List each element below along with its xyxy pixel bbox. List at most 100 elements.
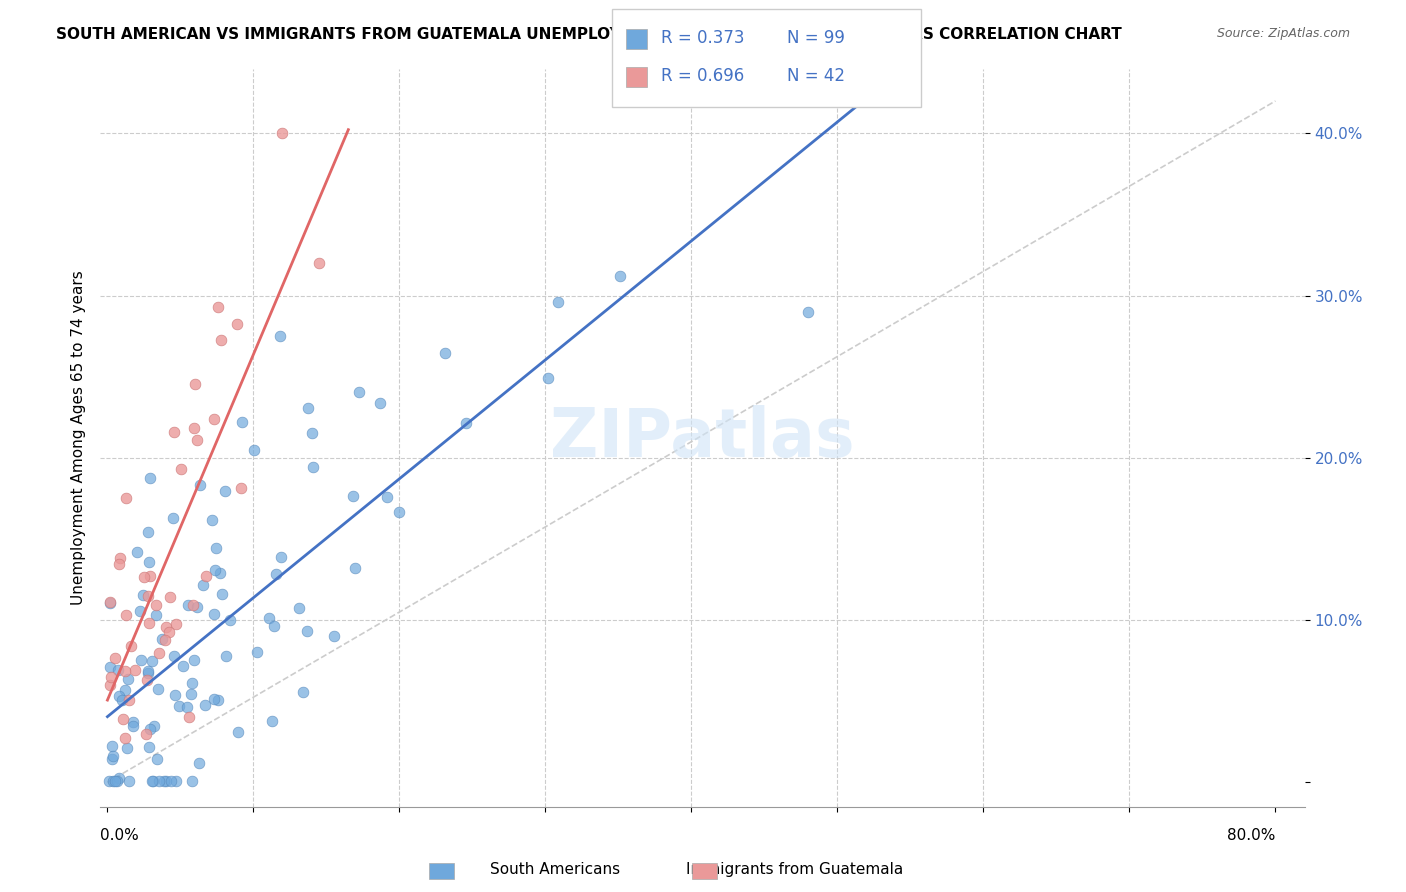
Point bbox=[191, 577, 214, 591]
Point bbox=[205, 541, 228, 556]
Text: South Americans: South Americans bbox=[491, 863, 620, 877]
Point bbox=[292, 685, 315, 699]
Point bbox=[142, 773, 165, 788]
Point bbox=[271, 127, 294, 141]
Point bbox=[155, 773, 177, 788]
Text: R = 0.373: R = 0.373 bbox=[661, 29, 744, 47]
Point bbox=[159, 590, 181, 604]
Point bbox=[153, 632, 176, 647]
Point bbox=[98, 660, 121, 674]
Point bbox=[219, 613, 242, 627]
Point bbox=[454, 416, 477, 430]
Point bbox=[186, 434, 208, 448]
Point bbox=[246, 645, 269, 659]
Point bbox=[114, 491, 136, 505]
Point bbox=[176, 699, 198, 714]
Point bbox=[108, 558, 131, 572]
Point bbox=[148, 646, 170, 660]
Point bbox=[263, 619, 285, 633]
Point bbox=[537, 371, 560, 385]
Point bbox=[260, 714, 283, 729]
Point bbox=[375, 490, 398, 504]
Point bbox=[180, 687, 202, 701]
Point bbox=[101, 739, 124, 753]
Point bbox=[172, 658, 194, 673]
Point bbox=[124, 663, 146, 677]
Point bbox=[138, 555, 160, 569]
Point bbox=[114, 731, 136, 746]
Point bbox=[136, 665, 159, 680]
Point bbox=[323, 629, 346, 643]
Point bbox=[214, 484, 236, 499]
Point bbox=[141, 654, 163, 668]
Y-axis label: Unemployment Among Ages 65 to 74 years: Unemployment Among Ages 65 to 74 years bbox=[72, 270, 86, 605]
Point bbox=[202, 607, 225, 622]
Point bbox=[136, 589, 159, 603]
Point bbox=[129, 652, 152, 666]
Point bbox=[132, 588, 155, 602]
Point bbox=[297, 624, 319, 639]
Point bbox=[165, 616, 187, 631]
Point bbox=[226, 317, 249, 331]
Point bbox=[153, 773, 176, 788]
Text: 80.0%: 80.0% bbox=[1227, 828, 1275, 843]
Point bbox=[98, 595, 121, 609]
Point bbox=[257, 611, 280, 625]
Point bbox=[343, 561, 366, 575]
Point bbox=[145, 608, 167, 623]
Point bbox=[229, 481, 252, 495]
Point bbox=[138, 664, 160, 678]
Point bbox=[388, 505, 411, 519]
Point bbox=[155, 620, 177, 634]
Point bbox=[162, 511, 184, 525]
Point bbox=[347, 385, 370, 400]
Point bbox=[139, 471, 162, 485]
Point bbox=[146, 752, 169, 766]
Point bbox=[132, 570, 155, 584]
Text: ZIPatlas: ZIPatlas bbox=[550, 405, 855, 471]
Point bbox=[270, 549, 292, 564]
Point bbox=[101, 749, 124, 764]
Point bbox=[159, 773, 181, 788]
Text: N = 99: N = 99 bbox=[787, 29, 845, 47]
Point bbox=[104, 773, 127, 788]
Point bbox=[136, 673, 159, 687]
Point bbox=[138, 723, 160, 737]
Point bbox=[297, 401, 319, 415]
Point bbox=[165, 773, 187, 788]
Point bbox=[231, 415, 253, 429]
Point bbox=[118, 773, 141, 788]
Point bbox=[150, 632, 173, 647]
Point bbox=[146, 682, 169, 697]
Point bbox=[209, 333, 232, 347]
Point bbox=[188, 478, 211, 492]
Point bbox=[100, 596, 122, 610]
Point bbox=[163, 648, 186, 663]
Text: Immigrants from Guatemala: Immigrants from Guatemala bbox=[686, 863, 903, 877]
Point bbox=[108, 551, 131, 566]
Point bbox=[97, 773, 120, 788]
Point bbox=[181, 598, 204, 612]
Point bbox=[114, 682, 136, 697]
Point bbox=[547, 295, 569, 310]
Point bbox=[201, 513, 224, 527]
Point bbox=[287, 600, 309, 615]
Point bbox=[157, 624, 180, 639]
Point bbox=[104, 650, 127, 665]
Point bbox=[180, 676, 202, 690]
Point bbox=[122, 719, 145, 733]
Point bbox=[101, 773, 124, 788]
Point bbox=[204, 563, 226, 577]
Point bbox=[302, 459, 325, 474]
Point bbox=[141, 773, 163, 788]
Point bbox=[122, 715, 145, 730]
Text: N = 42: N = 42 bbox=[787, 67, 845, 85]
Point bbox=[609, 269, 631, 284]
Point bbox=[115, 741, 138, 756]
Point bbox=[114, 664, 136, 678]
Point bbox=[148, 773, 170, 788]
Point bbox=[167, 699, 190, 714]
Point bbox=[208, 566, 231, 580]
Point bbox=[301, 425, 323, 440]
Point bbox=[308, 256, 330, 270]
